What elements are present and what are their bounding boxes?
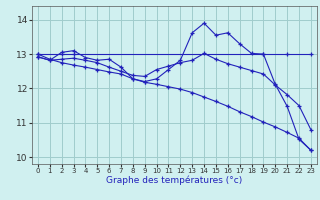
X-axis label: Graphe des températures (°c): Graphe des températures (°c) [106, 176, 243, 185]
